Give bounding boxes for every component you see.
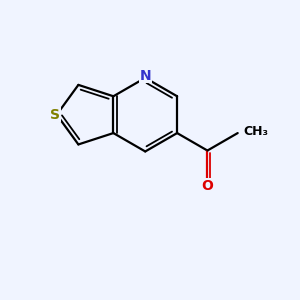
- Text: N: N: [140, 69, 151, 83]
- Text: O: O: [202, 179, 213, 193]
- Text: CH₃: CH₃: [243, 125, 268, 138]
- Text: S: S: [50, 108, 60, 122]
